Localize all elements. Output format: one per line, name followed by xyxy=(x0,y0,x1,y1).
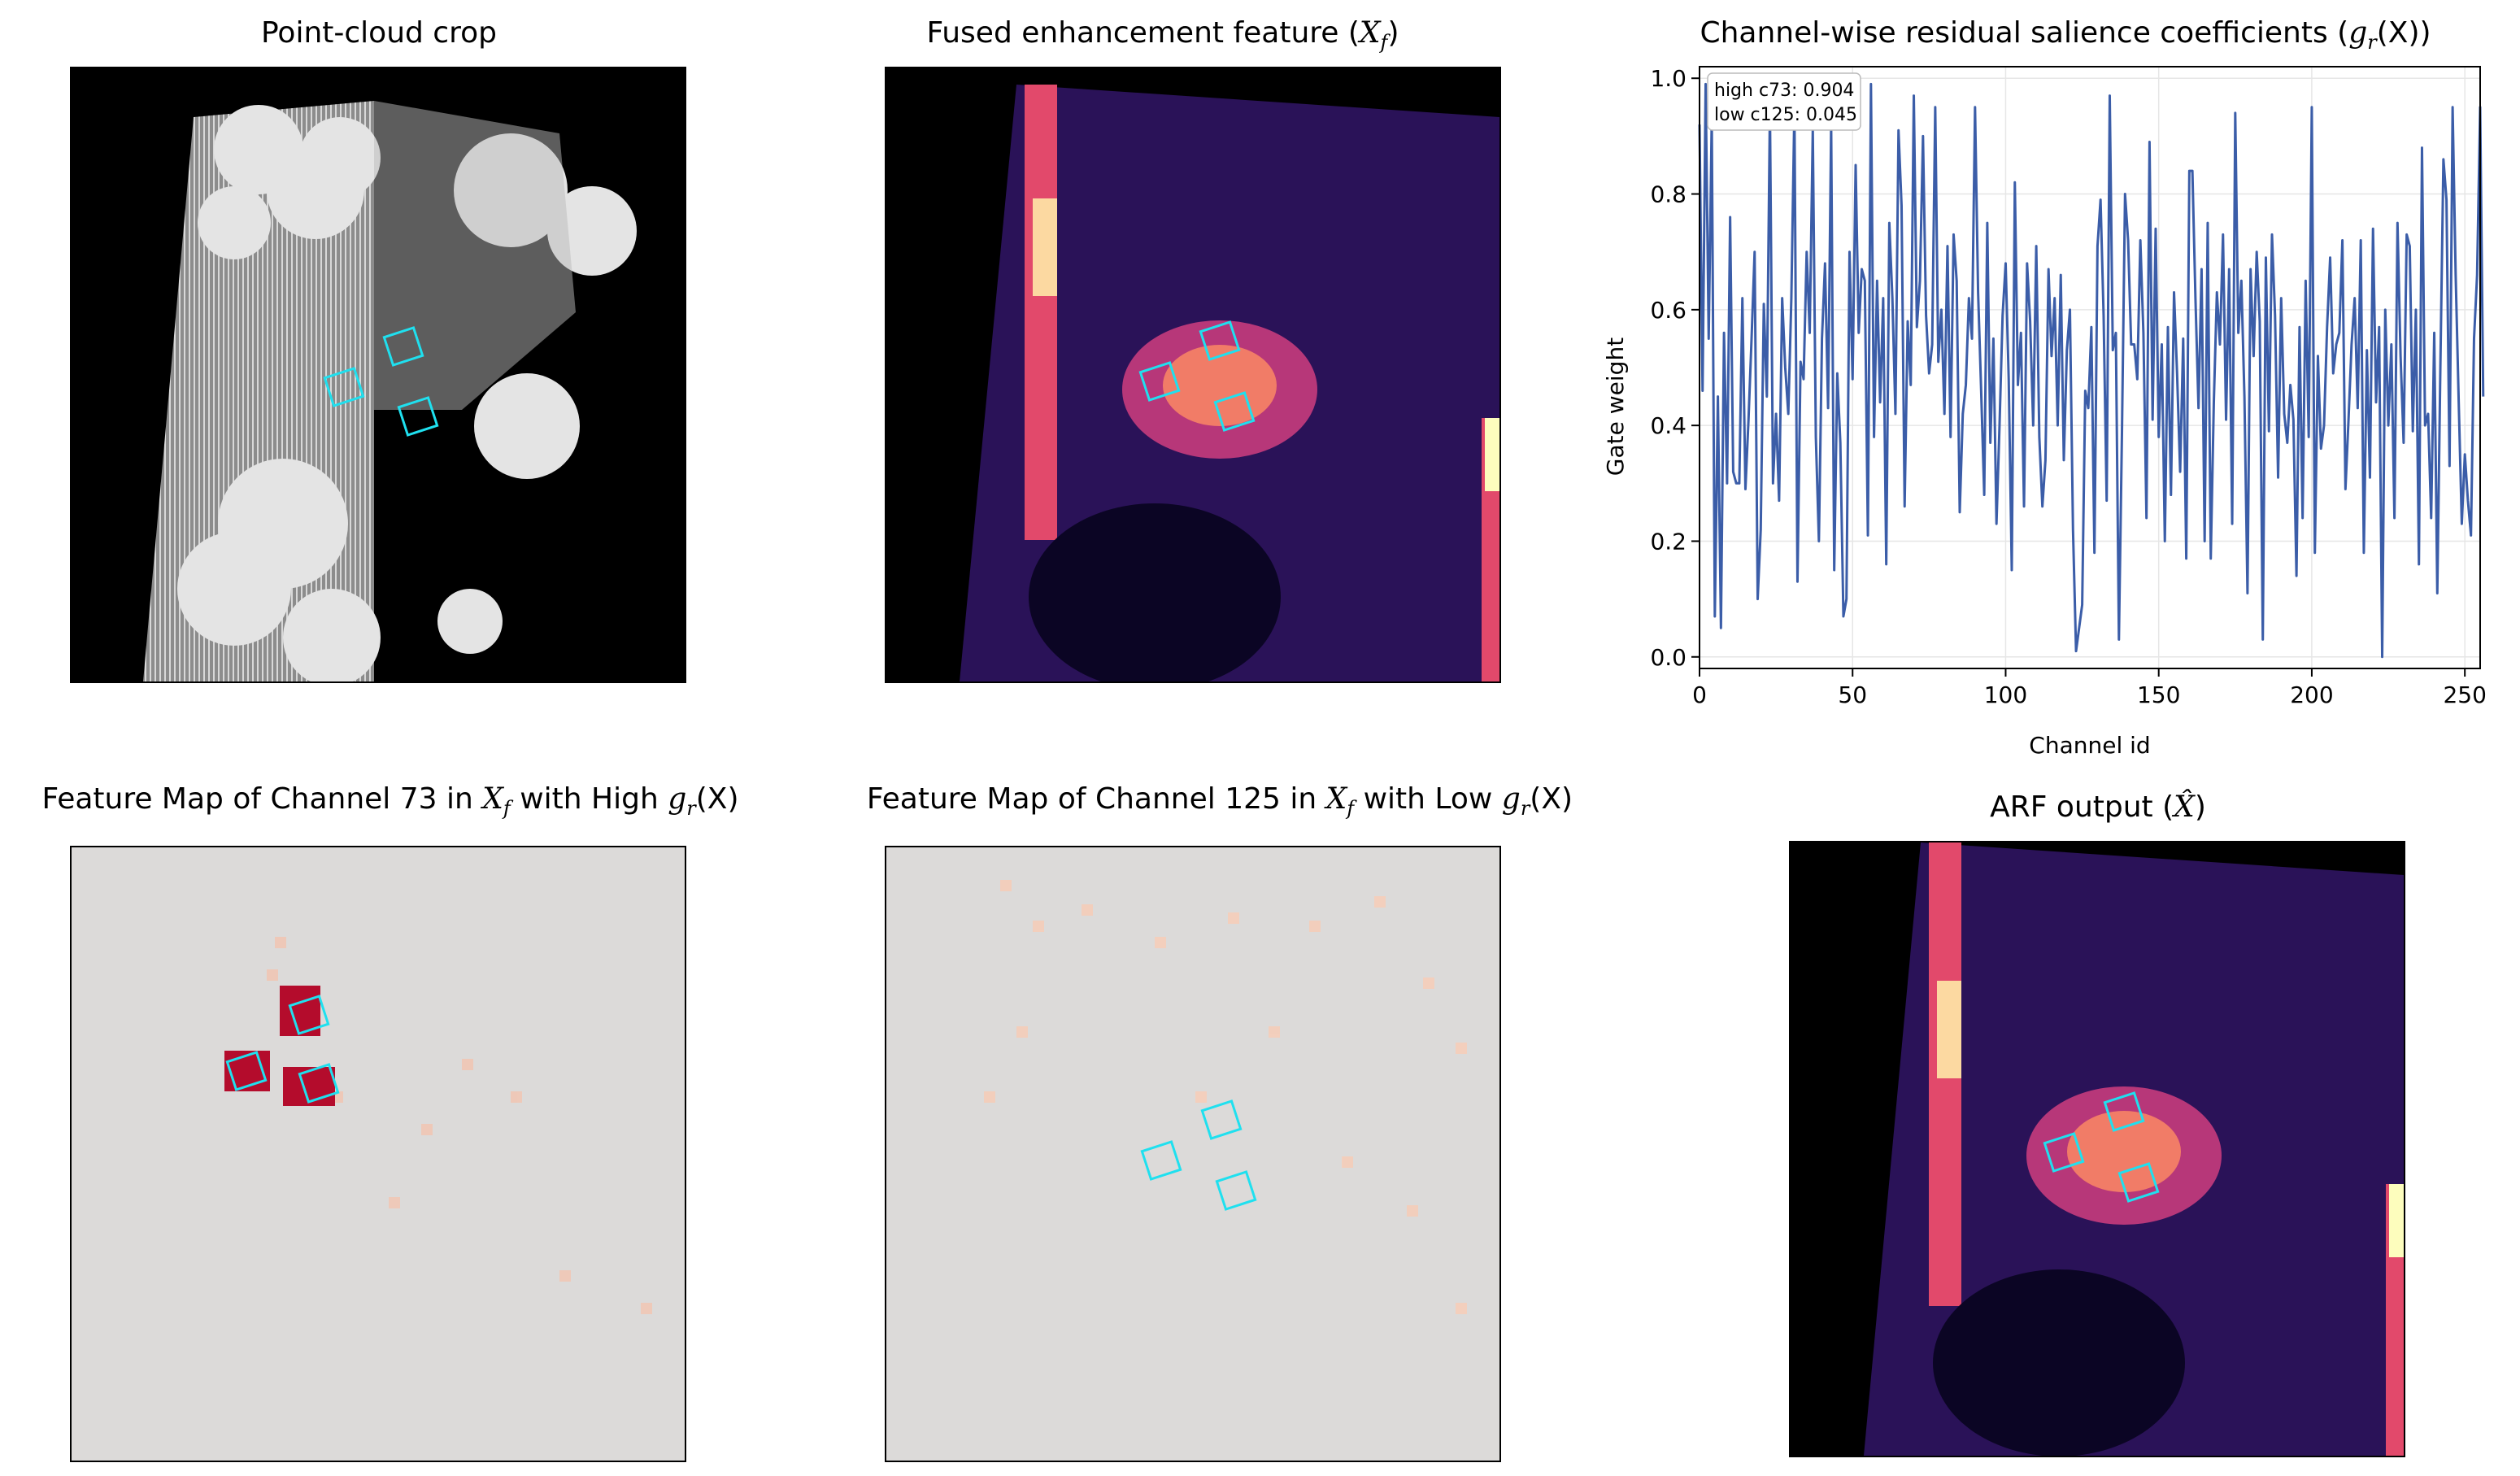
low-channel-map xyxy=(885,846,1501,1462)
arf-vehicle-core xyxy=(2067,1111,2181,1192)
gate-chart: 0 50 100 150 200 250 0.0 0.2 0.4 0.6 0.8 1.0 high c… xyxy=(1602,65,2487,759)
annotation-low: low c125: 0.045 xyxy=(1714,105,1857,125)
x-tick-label: 200 xyxy=(2290,681,2333,708)
x-tick-label: 250 xyxy=(2443,681,2486,708)
arf-hotspot-a xyxy=(1937,981,1961,1078)
x-tick-label: 150 xyxy=(2137,681,2180,708)
fused-dark-region xyxy=(1029,503,1281,681)
low-title: Feature Map of Channel 125 in Xf with Lo… xyxy=(866,782,1573,821)
fused-heatmap xyxy=(885,67,1501,683)
high-boxes xyxy=(225,995,340,1104)
x-tick-label: 0 xyxy=(1692,681,1707,708)
arf-right-hot xyxy=(2389,1184,2404,1257)
low-boxes xyxy=(1140,1099,1257,1211)
gate-frame xyxy=(1699,66,2481,669)
y-tick-label: 0.4 xyxy=(1650,412,1687,439)
arf-title: ARF output (X̂) xyxy=(1990,790,2206,824)
x-tick-label: 50 xyxy=(1838,681,1867,708)
gate-title: Channel-wise residual salience coefficie… xyxy=(1700,16,2431,54)
x-axis-label: Channel id xyxy=(2029,732,2150,759)
gate-annotation: high c73: 0.904 low c125: 0.045 xyxy=(1707,72,1861,131)
fused-hotspot-a xyxy=(1033,198,1057,296)
fused-left-band xyxy=(1025,85,1057,540)
arf-heatmap xyxy=(1789,841,2405,1457)
gate-line xyxy=(1698,82,2485,659)
annotation-high: high c73: 0.904 xyxy=(1714,81,1854,101)
arf-boxes xyxy=(2043,1091,2160,1203)
y-tick-label: 0.0 xyxy=(1650,644,1687,671)
high-title: Feature Map of Channel 73 in Xf with Hig… xyxy=(41,782,739,821)
high-faint-points xyxy=(267,937,652,1314)
arf-dark-region xyxy=(1933,1269,2185,1456)
fused-boxes xyxy=(1138,320,1256,432)
pointcloud-boxes xyxy=(323,326,439,437)
low-faint-points xyxy=(984,880,1467,1314)
pointcloud-image xyxy=(70,67,686,683)
y-tick-label: 0.6 xyxy=(1650,297,1687,324)
x-tick-label: 100 xyxy=(1984,681,2027,708)
high-channel-map xyxy=(70,846,686,1462)
pointcloud-title: Point-cloud crop xyxy=(261,16,497,50)
gate-ticks: 0 50 100 150 200 250 0.0 0.2 0.4 0.6 0.8 1.0 xyxy=(1650,65,2486,708)
y-axis-label: Gate weight xyxy=(1602,337,1629,476)
road-upper xyxy=(374,101,576,410)
y-tick-label: 0.8 xyxy=(1650,181,1687,208)
fused-right-hot xyxy=(1485,418,1499,491)
y-tick-label: 1.0 xyxy=(1650,65,1687,92)
y-tick-label: 0.2 xyxy=(1650,528,1687,555)
fused-title: Fused enhancement feature (Xf) xyxy=(926,16,1399,54)
